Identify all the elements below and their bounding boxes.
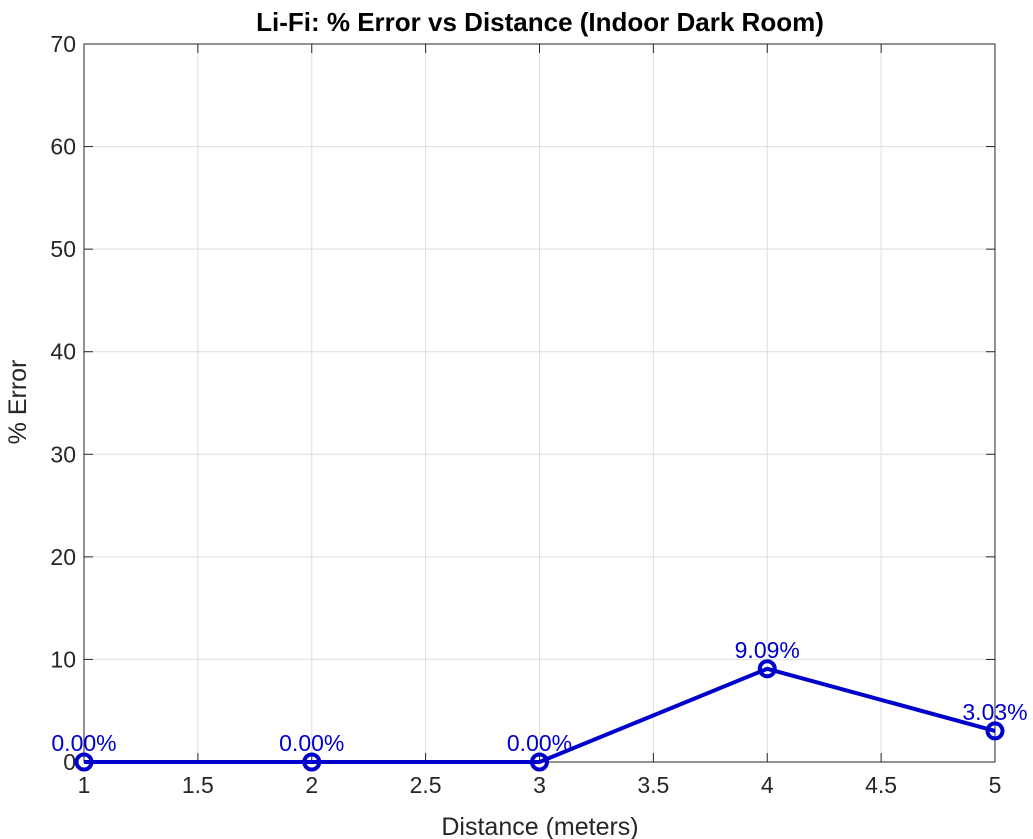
data-point-marker [985, 721, 1005, 741]
y-tick-label: 20 [50, 544, 76, 570]
y-tick-label: 60 [50, 134, 76, 160]
x-tick-label: 2 [305, 772, 318, 798]
x-tick-label: 5 [989, 772, 1002, 798]
x-tick-label: 1 [78, 772, 91, 798]
x-axis-label: Distance (meters) [441, 813, 638, 839]
x-tick-label: 4 [761, 772, 774, 798]
x-tick-label: 4.5 [865, 772, 897, 798]
data-label: 0.00% [507, 730, 572, 756]
y-tick-label: 70 [50, 31, 76, 57]
data-labels: 0.00% 0.00% 0.00% 9.09% 3.03% [51, 637, 1027, 756]
x-tick-label: 3 [533, 772, 546, 798]
data-label: 0.00% [279, 730, 344, 756]
y-tick-label: 10 [50, 646, 76, 672]
data-point-marker [530, 752, 549, 772]
data-point-marker [757, 659, 777, 679]
series [74, 659, 1005, 772]
y-tick-label: 30 [50, 441, 76, 467]
chart-title: Li-Fi: % Error vs Distance (Indoor Dark … [256, 7, 824, 37]
data-point-marker [302, 752, 322, 772]
x-tick-label: 1.5 [182, 772, 214, 798]
x-tick-label: 2.5 [410, 772, 442, 798]
data-point-marker [74, 752, 94, 772]
data-label: 3.03% [962, 699, 1027, 725]
series-line [84, 666, 996, 764]
x-tick-label: 3.5 [637, 772, 669, 798]
y-tick-label: 40 [50, 339, 76, 365]
data-label: 0.00% [51, 730, 116, 756]
data-label: 9.09% [735, 637, 800, 663]
y-tick-label: 0 [63, 749, 76, 775]
y-tick-label: 50 [50, 236, 76, 262]
y-axis-label: % Error [4, 360, 32, 445]
